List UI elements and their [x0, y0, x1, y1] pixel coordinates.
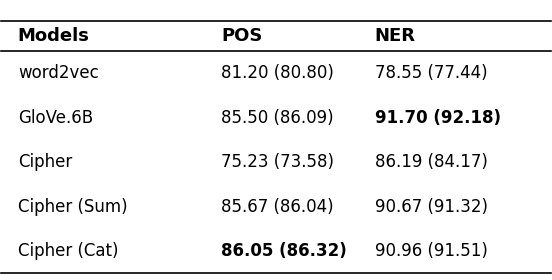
Text: 86.19 (84.17): 86.19 (84.17): [375, 153, 488, 171]
Text: 90.67 (91.32): 90.67 (91.32): [375, 197, 488, 216]
Text: 90.96 (91.51): 90.96 (91.51): [375, 242, 488, 260]
Text: 86.05 (86.32): 86.05 (86.32): [221, 242, 347, 260]
Text: Models: Models: [18, 27, 90, 45]
Text: 85.67 (86.04): 85.67 (86.04): [221, 197, 334, 216]
Text: 81.20 (80.80): 81.20 (80.80): [221, 64, 334, 83]
Text: 78.55 (77.44): 78.55 (77.44): [375, 64, 487, 83]
Text: 75.23 (73.58): 75.23 (73.58): [221, 153, 334, 171]
Text: 91.70 (92.18): 91.70 (92.18): [375, 109, 501, 127]
Text: 85.50 (86.09): 85.50 (86.09): [221, 109, 334, 127]
Text: NER: NER: [375, 27, 416, 45]
Text: Cipher: Cipher: [18, 153, 72, 171]
Text: GloVe.6B: GloVe.6B: [18, 109, 93, 127]
Text: Cipher (Sum): Cipher (Sum): [18, 197, 128, 216]
Text: word2vec: word2vec: [18, 64, 99, 83]
Text: POS: POS: [221, 27, 262, 45]
Text: Cipher (Cat): Cipher (Cat): [18, 242, 118, 260]
